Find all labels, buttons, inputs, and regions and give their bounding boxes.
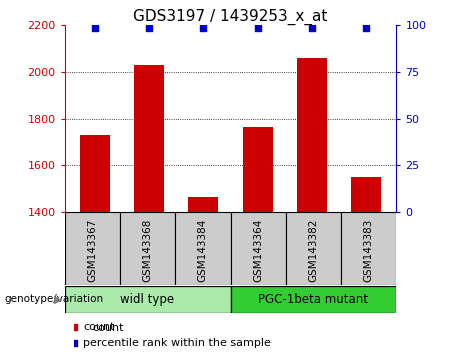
Point: [363, 25, 370, 30]
Text: GSM143383: GSM143383: [364, 218, 374, 281]
Text: GSM143382: GSM143382: [308, 218, 319, 281]
Point: [145, 25, 153, 30]
Bar: [297, 58, 327, 212]
Bar: [65, 212, 120, 285]
Text: GSM143368: GSM143368: [142, 218, 153, 281]
Text: PGC-1beta mutant: PGC-1beta mutant: [259, 293, 368, 306]
Text: GSM143364: GSM143364: [253, 218, 263, 281]
Point: [70, 341, 77, 346]
Text: genotype/variation: genotype/variation: [5, 295, 104, 304]
Bar: [80, 135, 110, 212]
Bar: [65, 286, 230, 313]
Point: [308, 25, 316, 30]
Bar: [120, 212, 175, 285]
Point: [91, 25, 98, 30]
Bar: [134, 65, 164, 212]
Bar: [351, 177, 381, 212]
Text: count: count: [83, 321, 114, 332]
Bar: [341, 212, 396, 285]
Bar: [286, 212, 341, 285]
Text: percentile rank within the sample: percentile rank within the sample: [83, 338, 271, 348]
Point: [70, 324, 77, 329]
Bar: [243, 127, 272, 212]
Text: GDS3197 / 1439253_x_at: GDS3197 / 1439253_x_at: [133, 9, 328, 25]
Bar: [230, 286, 396, 313]
Bar: [230, 212, 286, 285]
Text: ▶: ▶: [54, 295, 62, 304]
Point: [254, 25, 261, 30]
Text: count: count: [92, 323, 124, 333]
Text: GSM143384: GSM143384: [198, 218, 208, 281]
Text: widl type: widl type: [120, 293, 175, 306]
Bar: [189, 197, 218, 212]
Text: GSM143367: GSM143367: [87, 218, 97, 281]
Bar: [175, 212, 230, 285]
Point: [200, 25, 207, 30]
